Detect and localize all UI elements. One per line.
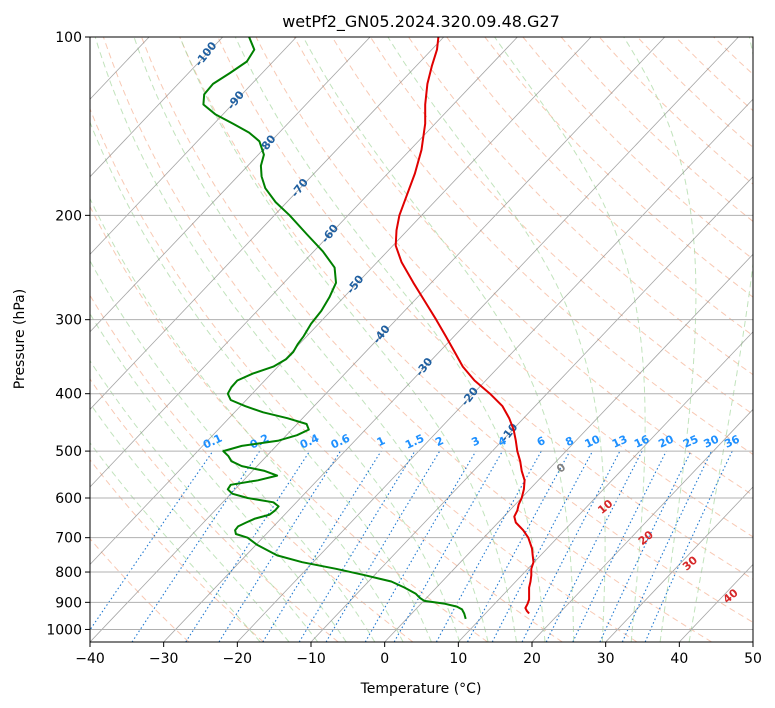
mixing-ratio-line [218, 450, 341, 642]
dry-adiabat [90, 537, 190, 642]
moist-adiabat [90, 197, 404, 642]
temperature-profile [394, 37, 535, 615]
mixing-ratio-line [90, 450, 214, 631]
x-tick-label: 0 [380, 651, 389, 667]
y-tick-label: 700 [55, 531, 82, 547]
y-tick-label: 900 [55, 595, 82, 611]
isotherm-line [163, 37, 739, 642]
moist-adiabat [90, 312, 347, 642]
isotherm-line [310, 176, 753, 642]
isotherm-line [90, 37, 666, 642]
y-tick-label: 200 [55, 208, 82, 224]
isotherm-line [90, 37, 224, 178]
x-axis: −40 −30 −20 −10 0 10 20 30 40 50 [75, 642, 762, 667]
mixing-ratio-line [185, 450, 311, 642]
dry-adiabat [293, 37, 753, 496]
mixing-ratio-line [467, 450, 571, 642]
isotherm-line [90, 37, 445, 410]
dry-adiabat [217, 37, 753, 580]
dry-adiabat [255, 37, 753, 538]
x-tick-label: 50 [744, 651, 762, 667]
moist-adiabat [623, 37, 697, 642]
y-tick-label: 500 [55, 444, 82, 460]
mixing-ratio-line [262, 450, 382, 642]
background-lines [90, 37, 753, 642]
moist-adiabat [179, 37, 517, 642]
mixing-ratio-line [435, 450, 542, 642]
mixing-ratio-label: 30 [702, 432, 722, 450]
moist-adiabat [688, 37, 753, 642]
x-tick-label: −10 [296, 651, 326, 667]
mixing-ratio-label: 13 [610, 433, 629, 451]
dry-adiabat [331, 37, 753, 455]
dry-adiabat [141, 37, 712, 642]
pressure-grid [90, 37, 753, 630]
profiles [202, 37, 535, 620]
plot-frame [89, 36, 754, 643]
mixing-ratio-line [298, 450, 416, 642]
mixing-ratio-line [131, 450, 261, 642]
moist-adiabat [90, 259, 376, 642]
mixing-ratio-line [572, 450, 667, 642]
mixing-ratio-label: 25 [681, 433, 700, 451]
x-tick-label: 30 [597, 651, 615, 667]
isotherm-line [458, 331, 753, 642]
mixing-ratio-line [644, 450, 733, 642]
isotherm-line [90, 37, 371, 333]
x-tick-label: −30 [149, 651, 179, 667]
chart-title: wetPf2_GN05.2024.320.09.48.G27 [282, 12, 560, 32]
y-tick-label: 800 [55, 565, 82, 581]
mixing-ratio-label: 16 [632, 432, 652, 450]
y-axis: 100 200 300 400 500 600 700 800 900 1000 [46, 30, 90, 638]
isotherm-line [90, 37, 592, 566]
dry-adiabat [102, 37, 638, 642]
y-tick-label: 300 [55, 313, 82, 329]
moist-adiabat [387, 37, 606, 642]
isotherm-line [237, 98, 753, 642]
moist-adiabat [302, 37, 575, 642]
dewpoint-profile [202, 37, 467, 620]
dry-adiabat [179, 37, 753, 623]
dry-adiabat [446, 37, 753, 337]
x-tick-label: 20 [523, 651, 541, 667]
isotherm-line [90, 37, 518, 488]
y-tick-label: 1000 [46, 622, 82, 638]
x-axis-label: Temperature (°C) [360, 681, 482, 697]
dry-adiabat [369, 37, 753, 415]
x-tick-label: −40 [75, 651, 105, 667]
isotherm-line [605, 486, 753, 642]
isotherm-line [90, 37, 297, 255]
dry-adiabat [90, 458, 264, 642]
mixing-ratio-label: 36 [722, 432, 742, 450]
isotherm-line [531, 408, 753, 642]
y-tick-label: 400 [55, 387, 82, 403]
mixing-ratio-label: 10 [583, 432, 603, 450]
dry-adiabat [408, 37, 753, 376]
mixing-ratio-line [393, 450, 503, 642]
isotherm-line [384, 253, 753, 642]
moist-adiabat [90, 442, 261, 642]
moist-adiabat [90, 120, 432, 642]
mixing-ratio-line [545, 450, 643, 642]
moist-adiabat [133, 37, 489, 642]
moist-adiabat [234, 37, 546, 642]
dry-adiabat [90, 107, 563, 642]
x-tick-label: 40 [670, 651, 688, 667]
y-tick-label: 600 [55, 491, 82, 507]
x-tick-label: −20 [223, 651, 253, 667]
dry-adiabat [90, 205, 488, 642]
x-tick-label: 10 [449, 651, 467, 667]
mixing-ratio-label: 20 [656, 432, 676, 450]
y-axis-label: Pressure (hPa) [12, 289, 28, 389]
y-tick-label: 100 [55, 30, 82, 46]
moist-adiabat [494, 37, 646, 642]
